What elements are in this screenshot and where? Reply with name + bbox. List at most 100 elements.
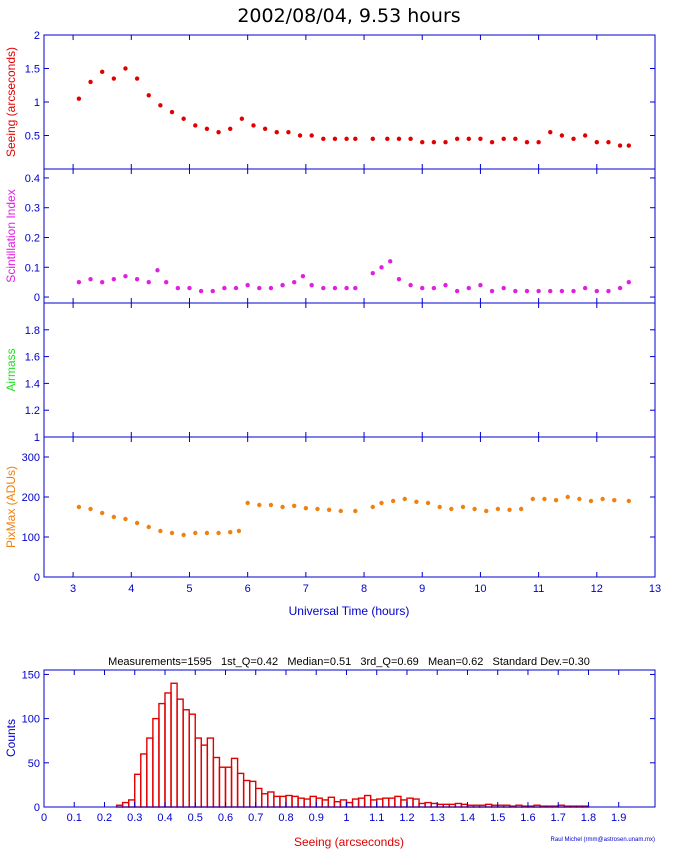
pixmax-point: [553, 498, 559, 503]
scintillation-panel: 0 0.1 0.2 0.3 0.4 Scintillation Index: [4, 168, 656, 304]
scintillation-point: [396, 276, 402, 282]
seeing-point: [408, 136, 413, 142]
seeing-point: [420, 140, 425, 145]
seeing-point: [332, 136, 338, 142]
histogram-bar: [261, 793, 269, 808]
seeing-point: [123, 66, 128, 71]
histogram-bar: [327, 796, 336, 808]
seeing-point: [559, 133, 565, 138]
seeing-point: [454, 136, 460, 142]
pixmax-y-axis-label: PixMax (ADUs): [4, 466, 18, 548]
pixmax-point: [565, 494, 570, 500]
histogram-bar: [267, 791, 275, 808]
histogram-x-tick-label: 0.5: [188, 812, 203, 824]
histogram-bar: [140, 753, 148, 808]
scintillation-point: [606, 288, 611, 294]
seeing-point: [606, 140, 611, 145]
seeing-point: [594, 140, 600, 145]
scintillation-point: [332, 285, 338, 291]
pixmax-point: [292, 503, 297, 508]
pixmax-point: [425, 500, 431, 506]
seeing-point: [216, 129, 221, 135]
seeing-point: [111, 76, 117, 81]
seeing-point: [181, 116, 186, 121]
seeing-point: [478, 136, 483, 142]
scintillation-point: [559, 288, 565, 294]
seeing-point: [228, 126, 233, 131]
pixmax-point: [449, 506, 454, 512]
scintillation-y-tick-label: 0.3: [25, 203, 40, 215]
pixmax-point: [577, 496, 582, 502]
histogram-bar: [357, 797, 366, 808]
scintillation-point: [489, 288, 495, 294]
seeing-point: [548, 129, 553, 135]
histogram-bar: [400, 799, 408, 808]
scintillation-point: [257, 285, 262, 291]
time-x-tick-label: 12: [591, 583, 603, 595]
seeing-y-tick-label: 0.5: [25, 131, 40, 143]
pixmax-point: [99, 510, 105, 516]
histogram-bar: [146, 737, 154, 808]
histogram-x-tick-label: 0: [41, 812, 47, 824]
pixmax-point: [76, 504, 82, 510]
pixmax-point: [353, 508, 358, 514]
seeing-points: [76, 66, 632, 148]
histogram-x-tick-label: 0.3: [127, 812, 142, 824]
scintillation-points: [76, 259, 632, 294]
histogram-x-tick-label: 0.2: [97, 812, 112, 824]
seeing-point: [617, 143, 623, 148]
histogram-y-axis-label: Counts: [4, 719, 18, 757]
pixmax-point: [146, 524, 151, 530]
histogram-y-ticks: 0 50 100 150: [22, 669, 655, 814]
pixmax-point: [228, 530, 233, 535]
pixmax-frame: [43, 436, 656, 578]
histogram-bar: [182, 709, 190, 808]
pixmax-point: [612, 498, 617, 503]
scintillation-point: [501, 285, 506, 291]
scintillation-point: [76, 279, 82, 285]
histogram-bar: [236, 772, 245, 808]
pixmax-point: [495, 506, 501, 512]
scintillation-point: [370, 271, 375, 276]
pixmax-point: [134, 520, 140, 526]
seeing-point: [88, 79, 93, 85]
scintillation-y-tick-label: 0.1: [25, 262, 40, 274]
histogram-bar: [454, 802, 463, 808]
scintillation-point: [198, 288, 204, 294]
seeing-point: [524, 140, 530, 145]
histogram-bar: [152, 717, 160, 808]
pixmax-point: [315, 506, 320, 512]
pixmax-point: [181, 532, 186, 538]
histogram-bar: [412, 798, 420, 808]
pixmax-point: [326, 507, 332, 512]
airmass-y-axis-label: Airmass: [4, 348, 18, 391]
pixmax-point: [460, 504, 466, 510]
seeing-frame: [43, 34, 656, 170]
seeing-point: [169, 109, 175, 115]
histogram-bar: [248, 780, 257, 808]
histogram-bar: [321, 799, 330, 808]
pixmax-point: [257, 502, 262, 508]
seeing-point: [353, 136, 358, 142]
histogram-bar: [315, 797, 323, 808]
author-credit: Raul Michel (rmm@astrosen.unam.mx): [551, 837, 655, 843]
histogram-bar: [176, 698, 184, 808]
scintillation-y-ticks: 0 0.1 0.2 0.3 0.4: [25, 173, 655, 304]
histogram-bar: [424, 801, 432, 808]
histogram-x-tick-label: 1.2: [399, 812, 414, 824]
scintillation-y-tick-label: 0: [34, 292, 40, 304]
pixmax-point: [123, 516, 128, 522]
histogram-bar: [291, 795, 299, 808]
seeing-point: [626, 143, 632, 148]
histogram-bar: [121, 801, 130, 808]
pixmax-point: [204, 530, 210, 536]
scintillation-point: [513, 288, 518, 294]
pixmax-points: [76, 494, 632, 538]
histogram-x-tick-label: 0.7: [248, 812, 263, 824]
pixmax-point: [303, 506, 309, 511]
pixmax-point: [600, 496, 605, 502]
histogram-x-tick-label: 1.6: [520, 812, 535, 824]
histogram-bar: [224, 766, 233, 808]
